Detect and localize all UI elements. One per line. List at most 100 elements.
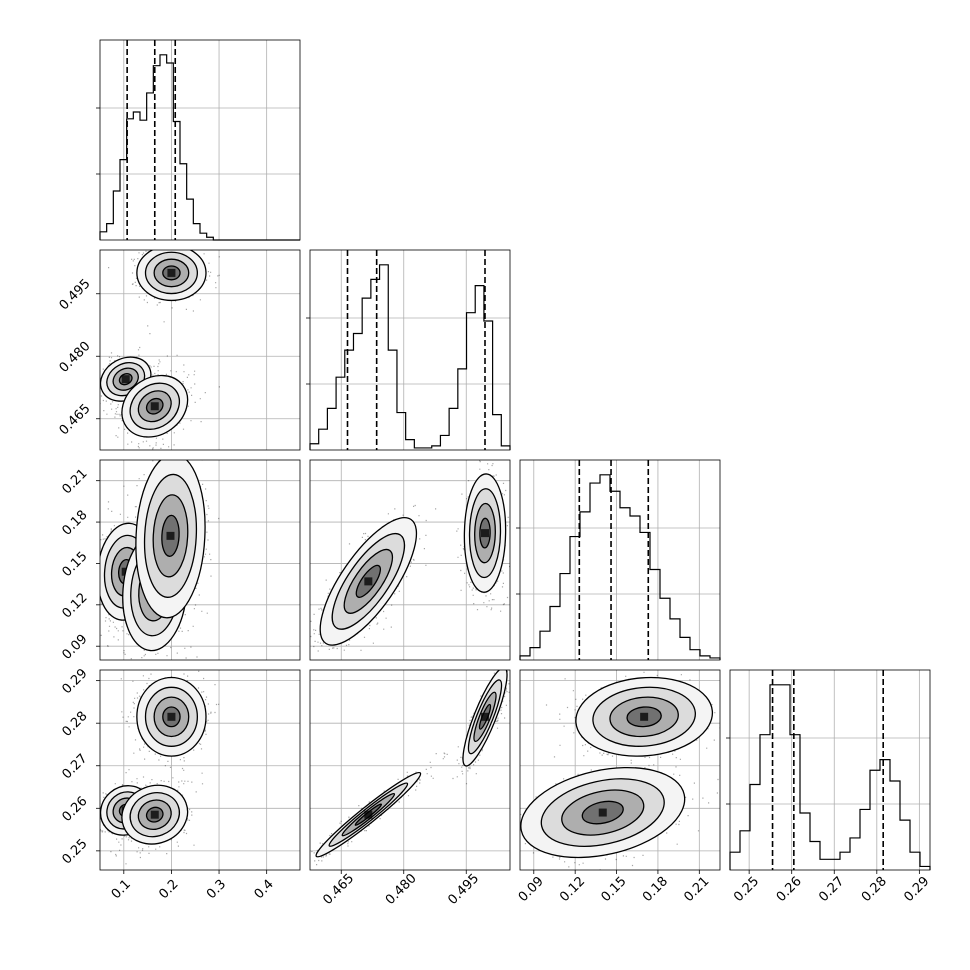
density-peak — [364, 577, 373, 586]
panel-frame — [99, 459, 301, 661]
contour-line — [592, 686, 696, 747]
y-tick-label: 0.495 — [57, 276, 94, 313]
contour-line — [343, 548, 394, 614]
panel-frame — [309, 669, 511, 871]
density-peak — [121, 375, 130, 384]
histogram-p0 — [99, 54, 300, 241]
panel-frame — [309, 249, 511, 451]
contour-line — [575, 676, 714, 757]
y-tick-label: 0.09 — [60, 632, 91, 663]
x-tick-label: 0.21 — [681, 874, 712, 905]
contour-line — [153, 696, 190, 738]
y-tick-label: 0.27 — [60, 751, 91, 782]
histogram-p2 — [519, 474, 721, 660]
contour-line — [137, 390, 172, 423]
panel-content — [100, 670, 220, 865]
panel-content — [310, 460, 510, 652]
density-peak — [598, 808, 607, 817]
contour-line — [137, 799, 172, 830]
x-tick-label: 0.1 — [109, 877, 134, 902]
panel-frame — [99, 39, 301, 241]
panel-frame — [519, 459, 721, 661]
density-panel-p0-p1: 0.465 0.480 0.495 — [57, 249, 301, 451]
density-panel-p1-p2 — [309, 459, 511, 661]
x-tick-label: 0.4 — [252, 877, 277, 902]
contour-line — [626, 706, 662, 728]
x-tick-label: 0.2 — [156, 877, 181, 902]
contour-line — [561, 789, 645, 836]
panel-frame — [729, 669, 931, 871]
contour-line — [135, 460, 206, 619]
contour-line — [153, 258, 190, 288]
y-tick-label: 0.26 — [60, 794, 91, 825]
density-panel-p1-p3: 0.465 0.480 0.495 — [309, 669, 511, 908]
histogram-panel-p0 — [96, 39, 301, 241]
contour-line — [143, 473, 198, 598]
y-tick-label: 0.25 — [60, 836, 91, 867]
x-tick-label: 0.495 — [445, 871, 482, 908]
density-panel-p0-p3: 0.1 0.2 0.3 0.4 0.25 0.26 0.27 0.28 0.29 — [60, 666, 301, 902]
contour-line — [474, 502, 496, 564]
x-tick-label: 0.15 — [599, 874, 630, 905]
panel-content — [100, 460, 220, 660]
contour-line — [319, 516, 418, 646]
contour-line — [479, 517, 491, 549]
contour-line — [152, 494, 189, 578]
density-peak — [166, 531, 175, 540]
y-tick-label: 0.12 — [60, 590, 91, 621]
contour-line — [144, 686, 199, 747]
x-tick-label: 0.12 — [557, 874, 588, 905]
contour-line — [355, 564, 382, 598]
y-tick-label: 0.465 — [57, 401, 94, 438]
contour-line — [315, 771, 422, 858]
y-tick-label: 0.28 — [60, 709, 91, 740]
density-panel-p2-p3: 0.09 0.12 0.15 0.18 0.21 — [516, 669, 721, 905]
x-tick-label: 0.18 — [640, 874, 671, 905]
y-tick-label: 0.29 — [60, 666, 91, 697]
histogram-panel-p3: 0.25 0.26 0.27 0.28 0.29 — [726, 669, 932, 905]
contour-line — [462, 670, 508, 767]
contour-line — [112, 367, 139, 391]
contour-line — [609, 696, 679, 738]
density-peak — [150, 402, 159, 411]
x-tick-label: 0.26 — [774, 874, 805, 905]
x-tick-label: 0.27 — [816, 874, 847, 905]
x-tick-label: 0.29 — [901, 874, 932, 905]
y-tick-label: 0.15 — [60, 549, 91, 580]
contour-line — [581, 800, 624, 825]
x-tick-label: 0.465 — [320, 871, 357, 908]
contour-line — [520, 766, 686, 859]
contour-line — [136, 676, 207, 757]
contour-line — [161, 514, 180, 557]
x-tick-label: 0.09 — [516, 874, 547, 905]
contour-line — [540, 778, 665, 847]
density-peak — [364, 810, 373, 819]
contour-line — [473, 691, 497, 743]
contour-line — [463, 473, 507, 593]
density-peak — [150, 810, 159, 819]
contour-line — [129, 792, 181, 838]
contour-line — [162, 706, 181, 728]
density-peak — [481, 712, 489, 721]
x-tick-label: 0.480 — [383, 871, 420, 908]
y-tick-label: 0.480 — [57, 339, 94, 376]
histogram-panel-p1 — [306, 249, 511, 451]
panel-frame — [309, 459, 511, 661]
x-tick-label: 0.25 — [731, 874, 762, 905]
contour-line — [162, 265, 181, 281]
panel-content — [100, 250, 220, 450]
x-tick-label: 0.28 — [859, 874, 890, 905]
contour-line — [121, 784, 189, 845]
panel-frame — [99, 249, 301, 451]
density-peak — [167, 712, 176, 721]
panel-content — [311, 670, 510, 866]
x-tick-label: 0.3 — [204, 877, 229, 902]
contour-line — [121, 374, 189, 438]
contour-line — [145, 806, 164, 823]
contour-line — [136, 250, 207, 302]
panel-content — [520, 671, 720, 870]
contour-line — [467, 679, 503, 755]
histogram-p1 — [309, 264, 511, 450]
density-peak — [640, 712, 649, 721]
